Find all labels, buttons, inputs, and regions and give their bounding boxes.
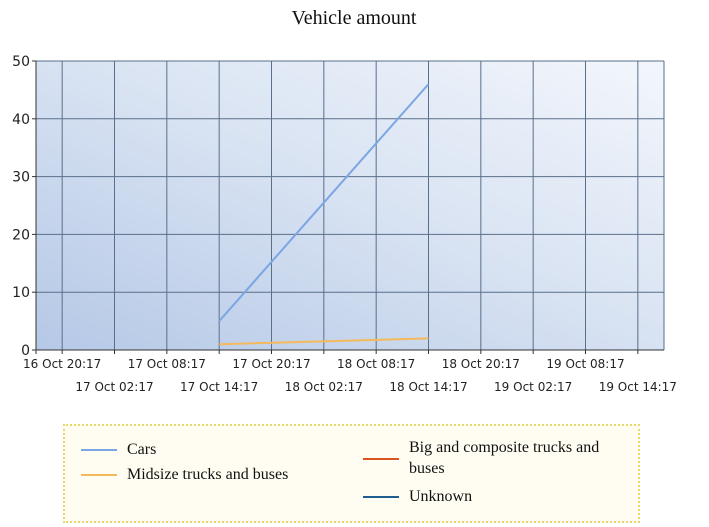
legend-swatch-cars: [81, 449, 117, 451]
x-tick-label: 19 Oct 02:17: [494, 380, 572, 394]
chart-title: Vehicle amount: [292, 7, 417, 29]
x-tick-label: 17 Oct 20:17: [232, 357, 310, 371]
x-tick-label: 19 Oct 08:17: [546, 357, 624, 371]
legend-label-midsize: Midsize trucks and buses: [127, 466, 289, 483]
grid-lines: [36, 60, 665, 350]
y-tick-label: 40: [12, 112, 30, 128]
x-axis-tick-labels: 16 Oct 20:17 17 Oct 02:17 17 Oct 08:17 17 O…: [23, 357, 677, 394]
x-tick-label: 18 Oct 02:17: [285, 380, 363, 394]
y-tick-label: 0: [21, 343, 30, 359]
y-tick-label: 30: [12, 170, 30, 186]
legend-swatch-big-trucks: [363, 458, 399, 460]
legend-swatch-unknown: [363, 496, 399, 498]
x-tick-label: 17 Oct 08:17: [128, 357, 206, 371]
legend-item-unknown: Unknown: [363, 486, 593, 507]
x-tick-label: 19 Oct 14:17: [599, 380, 677, 394]
legend-item-big-trucks: Big and composite trucks and buses: [363, 437, 623, 479]
x-tick-label: 18 Oct 20:17: [442, 357, 520, 371]
series-lines: [218, 83, 430, 346]
x-tick-label: 17 Oct 02:17: [75, 380, 153, 394]
legend: Cars Midsize trucks and buses Big and co…: [63, 424, 640, 523]
x-tick-label: 18 Oct 14:17: [389, 380, 467, 394]
y-tick-label: 10: [12, 285, 30, 301]
legend-label-unknown: Unknown: [409, 488, 473, 505]
x-tick-label: 16 Oct 20:17: [23, 357, 101, 371]
legend-item-cars: Cars: [81, 439, 311, 460]
series-line-0: [218, 83, 430, 322]
legend-swatch-midsize: [81, 474, 117, 476]
legend-label-big-trucks: Big and composite trucks and buses: [409, 439, 600, 477]
legend-label-cars: Cars: [127, 441, 157, 458]
axes: [32, 60, 664, 354]
y-tick-label: 20: [12, 227, 30, 243]
plot-area: [36, 61, 664, 350]
x-tick-label: 17 Oct 14:17: [180, 380, 258, 394]
series-line-1: [219, 337, 429, 346]
legend-item-midsize: Midsize trucks and buses: [81, 464, 351, 485]
x-tick-label: 18 Oct 08:17: [337, 357, 415, 371]
y-tick-label: 50: [12, 54, 30, 70]
y-axis-tick-labels: 0 10 20 30 40 50: [12, 54, 30, 359]
